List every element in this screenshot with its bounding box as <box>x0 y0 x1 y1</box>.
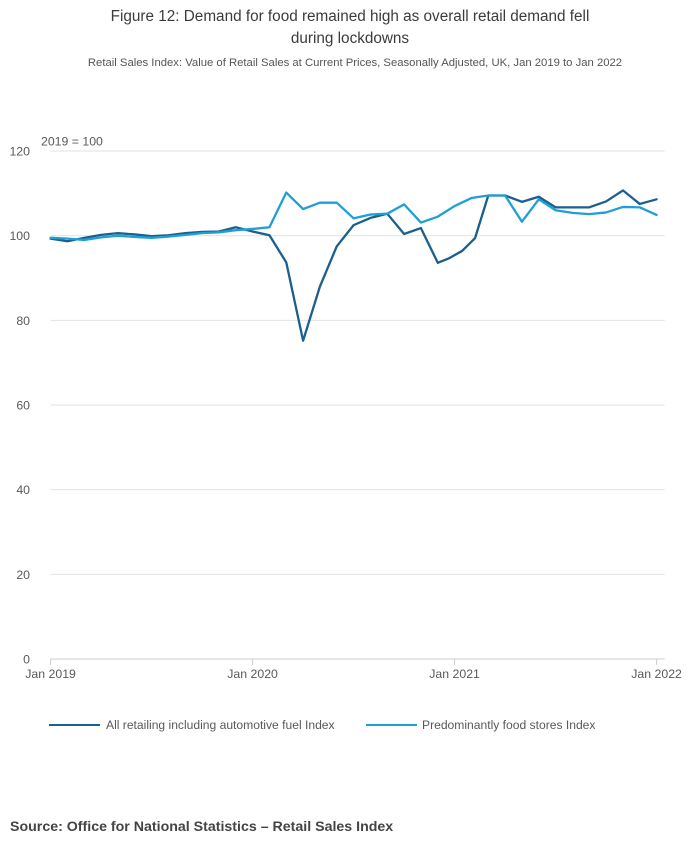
svg-text:20: 20 <box>16 568 30 582</box>
svg-text:40: 40 <box>16 483 30 497</box>
svg-text:100: 100 <box>9 229 30 243</box>
svg-text:60: 60 <box>16 399 30 413</box>
svg-text:Jan 2021: Jan 2021 <box>429 667 480 681</box>
svg-text:80: 80 <box>16 314 30 328</box>
svg-text:Jan 2019: Jan 2019 <box>25 667 76 681</box>
svg-text:2019 = 100: 2019 = 100 <box>41 135 103 149</box>
svg-text:Jan 2020: Jan 2020 <box>227 667 278 681</box>
svg-text:0: 0 <box>23 653 30 667</box>
svg-text:Jan 2022: Jan 2022 <box>631 667 682 681</box>
svg-text:120: 120 <box>9 145 30 159</box>
